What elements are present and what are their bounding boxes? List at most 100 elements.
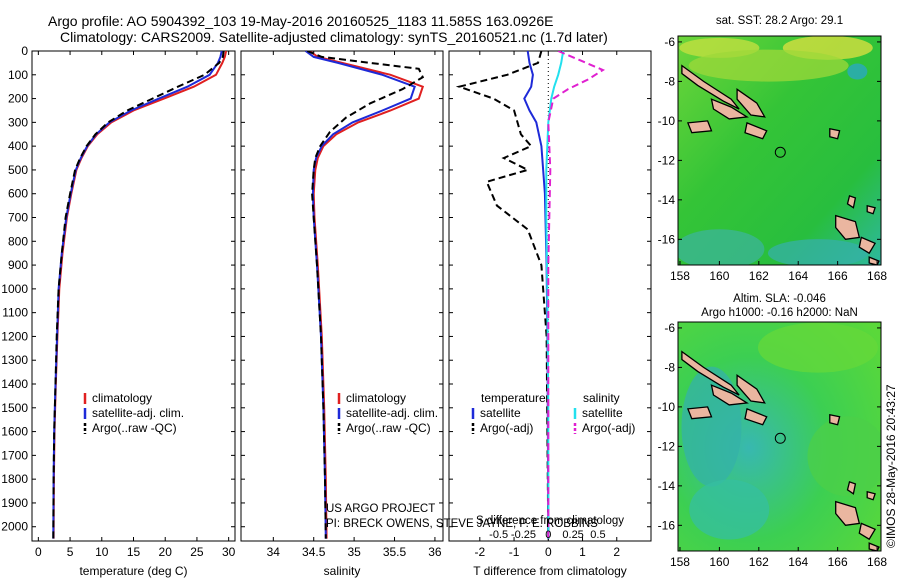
top-x-tick-label: 0.5: [590, 529, 605, 541]
field-patch: [767, 239, 868, 265]
map-x-tick-label: 168: [867, 269, 887, 283]
y-tick-label: 600: [8, 187, 28, 201]
x-tick-label: 30: [222, 545, 236, 559]
x-tick-label: 35.5: [383, 545, 407, 559]
x-axis-label: salinity: [324, 564, 361, 578]
map-y-tick-label: -8: [664, 360, 675, 374]
field-patch: [757, 322, 878, 373]
legend-label: satellite-adj. clim.: [346, 406, 438, 420]
sst-map-panel: sat. SST: 28.2 Argo: 29.1 158 160 162 164 166…: [658, 15, 888, 283]
top-x-tick-label: 0.25: [562, 529, 583, 541]
map-x-tick-label: 168: [867, 555, 887, 569]
y-tick-label: 1700: [1, 448, 28, 462]
map-x-tick-label: 158: [670, 269, 690, 283]
salinity-panel: 34 34.5 35 35.5 36 salinity climatologysatelli…: [240, 50, 444, 578]
y-tick-label: 400: [8, 139, 28, 153]
map-y-tick-label: -6: [664, 321, 675, 335]
legend-label: climatology: [92, 391, 152, 405]
x-tick-label: 25: [190, 545, 204, 559]
plot-frame: [31, 50, 236, 542]
series-group: [305, 51, 425, 539]
map-y-tick-label: -10: [658, 400, 676, 414]
legend-label: satellite: [480, 406, 521, 420]
y-tick-label: 1300: [1, 353, 28, 367]
series-line: [306, 51, 425, 539]
timestamp-stamp: ©IMOS 28-May-2016 20:43:27: [884, 384, 898, 548]
y-tick-label: 700: [8, 211, 28, 225]
float-position-marker: [774, 432, 786, 444]
y-tick-label: 2000: [1, 520, 28, 534]
legend-label: Argo(..raw -QC): [346, 421, 431, 435]
x-tick-label: 10: [95, 545, 109, 559]
island: [829, 414, 841, 426]
y-tick-label: 900: [8, 258, 28, 272]
y-tick-label: 1100: [2, 306, 28, 320]
island: [866, 490, 876, 501]
y-tick-label: 100: [8, 68, 28, 82]
island: [736, 374, 766, 404]
island: [846, 195, 857, 209]
map-y-tick-label: -16: [658, 518, 676, 532]
island: [858, 522, 877, 541]
map-y-tick-label: -8: [664, 74, 675, 88]
map-subtitle: Argo h1000: -0.16 h2000: NaN: [701, 307, 858, 319]
island: [686, 120, 713, 134]
map-y-tick-label: -12: [658, 439, 676, 453]
series-line: [547, 51, 606, 539]
x-tick-label: 35: [347, 545, 361, 559]
map-title: Altim. SLA: -0.046: [733, 293, 826, 305]
island: [736, 88, 766, 118]
y-tick-label: 1800: [1, 472, 28, 486]
figure-subtitle: Climatology: CARS2009. Satellite-adjuste…: [60, 29, 608, 45]
field-patch: [689, 479, 770, 540]
y-tick-label: 200: [8, 92, 28, 106]
y-tick-label: 800: [8, 234, 28, 248]
y-tick-label: 1500: [1, 401, 28, 415]
y-tick-label: 1600: [1, 425, 28, 439]
legend-label: climatology: [346, 391, 406, 405]
x-tick-label: 0: [35, 545, 42, 559]
island: [710, 98, 749, 120]
island: [858, 236, 877, 255]
x-tick-label: 20: [159, 545, 173, 559]
y-tick-label: 500: [8, 163, 28, 177]
map-y-tick-label: -14: [658, 479, 676, 493]
figure-title: Argo profile: AO 5904392_103 19-May-2016…: [48, 13, 553, 29]
x-tick-label: 15: [127, 545, 141, 559]
map-x-tick-label: 166: [828, 269, 848, 283]
map-y-tick-label: -14: [658, 193, 676, 207]
x-axis-label: temperature (deg C): [79, 564, 187, 578]
series-line: [455, 51, 550, 539]
legend-title-temperature: temperature: [481, 391, 546, 405]
map-body: [678, 36, 881, 265]
map-x-tick-label: 162: [749, 269, 769, 283]
map-x-tick-label: 166: [828, 555, 848, 569]
sla-map-panel: Altim. SLA: -0.046 Argo h1000: -0.16 h200…: [658, 293, 888, 569]
island: [681, 350, 740, 396]
island: [846, 481, 857, 495]
credit-line-1: US ARGO PROJECT: [326, 503, 435, 515]
x-tick-label: 1: [579, 545, 586, 559]
island: [868, 256, 880, 265]
plot-frame: [240, 50, 444, 542]
legend-title-salinity: salinity: [583, 391, 620, 405]
island: [829, 128, 841, 140]
field-patch: [847, 63, 868, 80]
map-y-tick-label: -12: [658, 153, 676, 167]
island: [835, 214, 861, 240]
map-frame: [677, 321, 882, 552]
y-tick-label: 300: [8, 115, 28, 129]
x-tick-label: 36: [428, 545, 442, 559]
island: [710, 384, 749, 406]
x-tick-label: -1: [509, 545, 520, 559]
float-position-marker: [774, 146, 786, 158]
series-group: [455, 51, 606, 541]
legend-label: Argo(..raw -QC): [92, 421, 177, 435]
difference-panel: -2 -1 0 1 2 T difference from climatology -0.5…: [448, 50, 652, 578]
top-x-tick-label: -0.5: [489, 529, 508, 541]
x-tick-label: 5: [67, 545, 74, 559]
temperature-panel: 0 5 10 15 20 25 300100200300400500600700800900…: [1, 44, 235, 578]
plot-frame: [448, 50, 652, 542]
legend-label: Argo(-adj): [480, 421, 533, 435]
